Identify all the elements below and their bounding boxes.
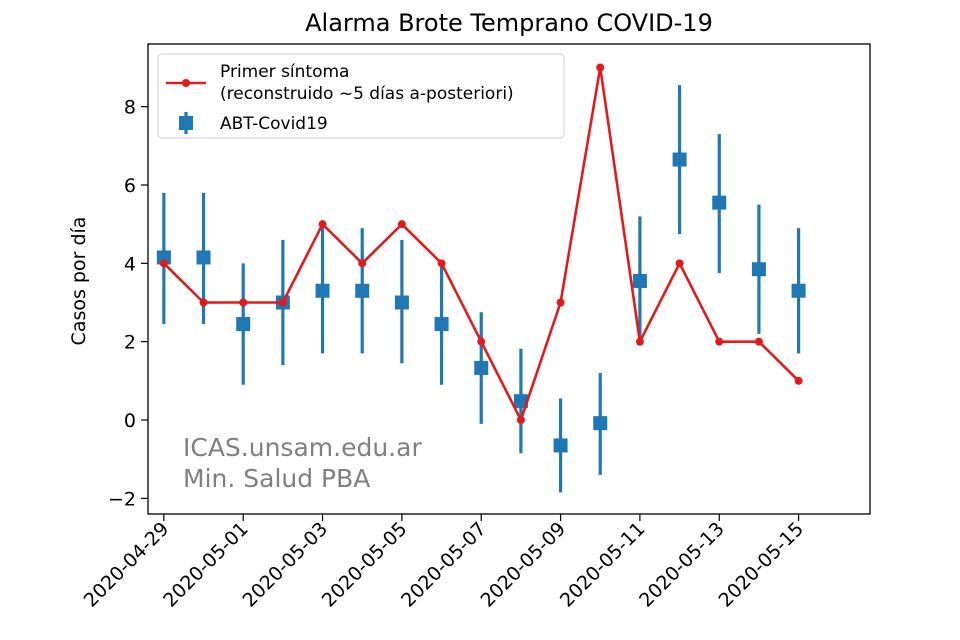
data-point-dot (159, 259, 168, 268)
data-point-square (315, 283, 330, 298)
legend-label-primer-sintoma: (reconstruido ~5 días a-posteriori) (220, 84, 514, 104)
data-point-dot (556, 298, 565, 307)
data-point-dot (199, 298, 208, 307)
data-point-dot (278, 298, 287, 307)
data-point-square (236, 317, 251, 332)
data-point-square (513, 394, 528, 409)
legend-label-abt-covid19: ABT-Covid19 (220, 114, 328, 134)
data-point-square (394, 295, 409, 310)
axes-frame (147, 43, 871, 515)
data-point-square (434, 317, 449, 332)
data-point-dot (596, 63, 605, 72)
legend-swatch-square (179, 116, 193, 130)
data-point-square (672, 152, 687, 167)
data-point-square (156, 250, 171, 265)
data-point-square (474, 360, 489, 375)
data-point-dot (754, 337, 763, 346)
legend-swatch-dot (182, 79, 190, 87)
y-tick-label: 8 (124, 97, 136, 119)
y-axis: −2 0 2 4 6 8 (108, 97, 148, 510)
data-point-square (355, 283, 370, 298)
legend-box (157, 53, 565, 139)
watermark-line-2: Min. Salud PBA (183, 464, 370, 493)
y-tick-label: 2 (124, 332, 136, 354)
legend-label-primer-sintoma: Primer síntoma (220, 62, 349, 82)
y-tick-label: 0 (124, 410, 136, 432)
data-point-dot (477, 337, 486, 346)
data-point-square (791, 283, 806, 298)
data-point-dot (794, 376, 803, 385)
legend: Primer síntoma(reconstruido ~5 días a-po… (157, 53, 565, 139)
data-point-dot (239, 298, 248, 307)
data-point-dot (318, 220, 327, 229)
watermark-line-1: ICAS.unsam.edu.ar (183, 433, 422, 462)
data-point-square (196, 250, 211, 265)
data-point-dot (516, 416, 525, 424)
plot-area (156, 63, 806, 493)
y-tick-label: −2 (108, 488, 136, 510)
data-point-dot (358, 259, 367, 268)
y-axis-label: Casos por día (68, 217, 90, 346)
data-point-square (751, 262, 766, 277)
data-point-dot (715, 337, 724, 346)
data-point-dot (635, 337, 644, 346)
data-point-square (712, 195, 727, 210)
data-point-square (632, 273, 647, 288)
y-tick-label: 6 (124, 175, 136, 197)
x-tick-label: 2020-05-15 (714, 518, 808, 612)
x-axis: 2020-04-292020-05-012020-05-032020-05-05… (80, 514, 808, 612)
data-point-dot (397, 220, 406, 229)
y-tick-label: 4 (124, 253, 136, 275)
data-point-dot (437, 259, 446, 268)
chart-title: Alarma Brote Temprano COVID-19 (305, 9, 713, 37)
data-point-dot (675, 259, 684, 268)
data-point-square (593, 416, 608, 431)
data-point-square (553, 438, 568, 453)
